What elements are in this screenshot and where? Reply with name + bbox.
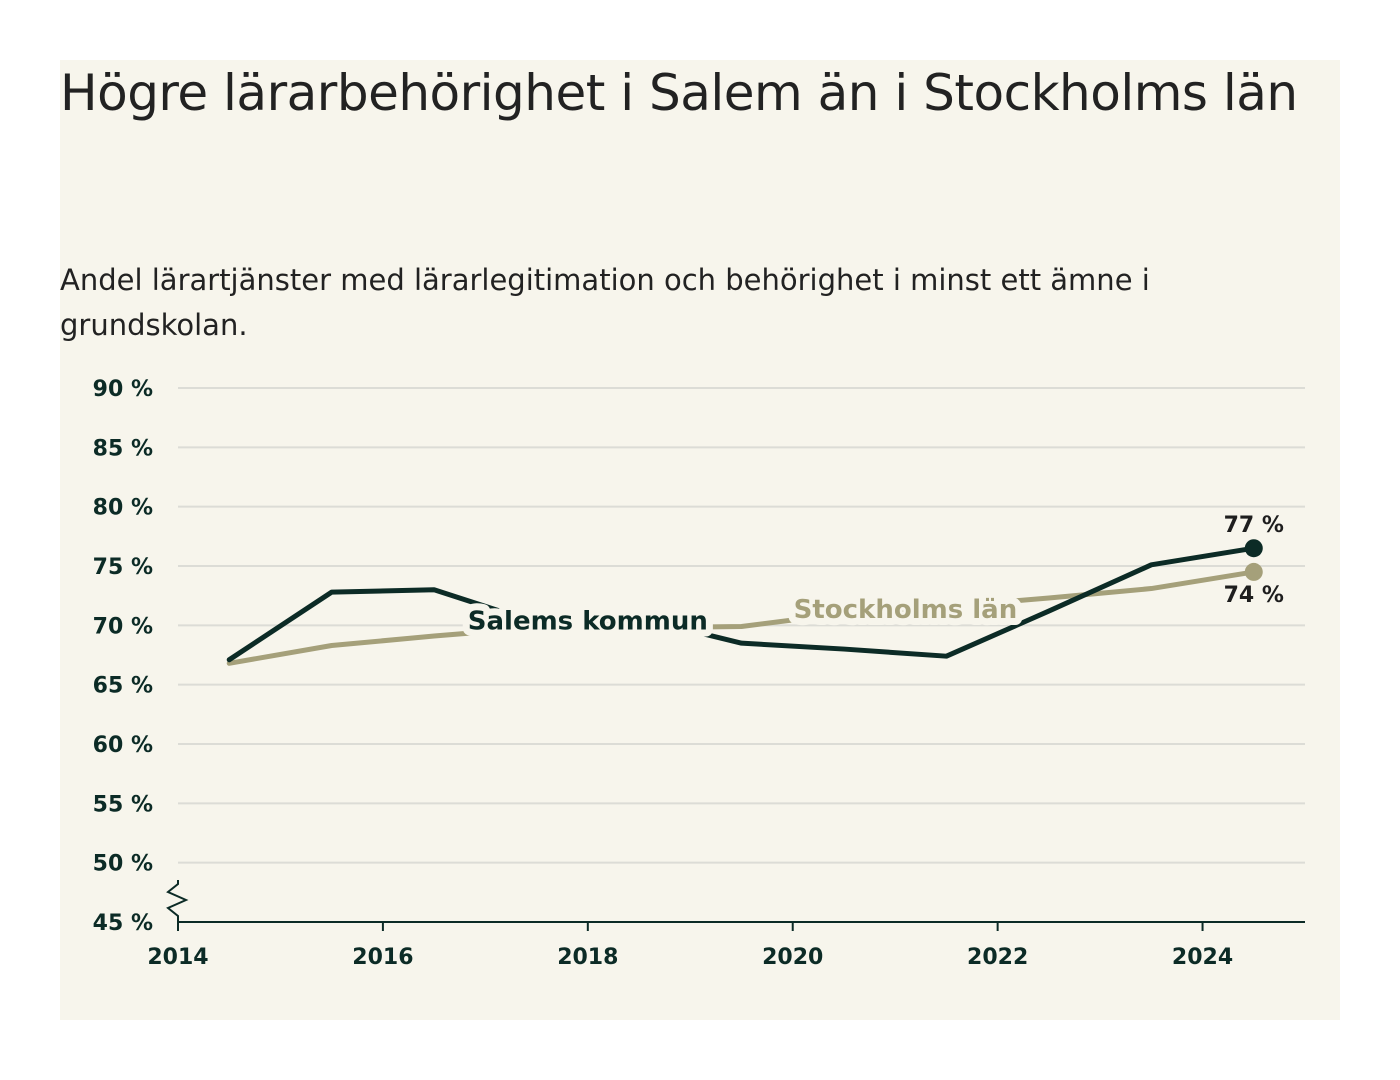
x-tick-label: 2020	[762, 945, 823, 970]
x-tick-label: 2018	[557, 945, 618, 970]
x-tick-label: 2016	[352, 945, 413, 970]
y-tick-label: 65 %	[93, 674, 153, 699]
y-tick-label: 75 %	[93, 555, 153, 580]
series-labels: 74 % 77 % Stockholms län Salems kommun	[461, 513, 1284, 643]
chart-panel	[60, 60, 1340, 1020]
x-tick-label: 2014	[147, 945, 208, 970]
series-lines	[226, 539, 1263, 666]
series-endpoint-salems-kommun	[1244, 539, 1263, 558]
y-tick-label: 60 %	[93, 733, 153, 758]
y-tick-label: 85 %	[93, 436, 153, 461]
y-axis-ticks: 90 % 85 % 80 % 75 % 70 % 65 % 60 % 55 % 50 % 45 %	[93, 377, 153, 936]
y-tick-label: 45 %	[93, 911, 153, 936]
series-line-salems-kommun	[226, 545, 1257, 663]
chart-subtitle: Andel lärartjänster med lärarlegitimatio…	[60, 263, 1150, 342]
y-tick-label: 50 %	[93, 852, 153, 877]
y-tick-label: 70 %	[93, 614, 153, 639]
chart-title: Högre lärarbehörighet i Salem än i Stock…	[60, 64, 1298, 122]
x-tick-label: 2024	[1172, 945, 1233, 970]
y-axis-break	[166, 880, 189, 922]
series-label-stockholms-län: Stockholms län	[794, 595, 1018, 625]
series-endpoint-stockholms-län	[1244, 562, 1263, 581]
y-tick-label: 55 %	[93, 792, 153, 817]
x-tick-label: 2022	[967, 945, 1028, 970]
y-tick-label: 80 %	[93, 496, 153, 521]
x-axis: 2014 2016 2018 2020 2022 2024	[147, 880, 1305, 970]
end-value-label: 77 %	[1224, 513, 1284, 538]
y-tick-label: 90 %	[93, 377, 153, 402]
end-value-label: 74 %	[1224, 583, 1284, 608]
series-label-salems-kommun: Salems kommun	[468, 607, 708, 637]
